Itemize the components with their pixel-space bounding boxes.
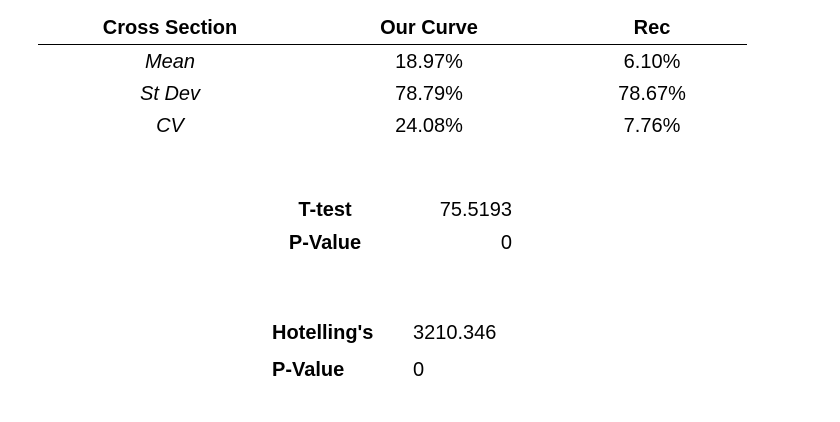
stat-value: 0 (500, 232, 512, 254)
stat-value: 75.5193 (439, 199, 512, 221)
cell: 78.67% (618, 83, 686, 105)
stat-value: 0 (413, 359, 425, 381)
cell: 24.08% (395, 115, 463, 137)
column-header: Cross Section (102, 17, 238, 39)
stat-label: P-Value (272, 359, 345, 381)
stat-label: P-Value (288, 232, 362, 254)
cell: 6.10% (623, 51, 681, 73)
row-label: CV (156, 115, 184, 137)
cell: 7.76% (623, 115, 681, 137)
column-header: Our Curve (380, 17, 478, 39)
header-rule (38, 44, 747, 45)
stat-label: T-test (298, 199, 352, 221)
row-label: Mean (144, 51, 196, 73)
cell: 78.79% (395, 83, 463, 105)
row-label: St Dev (139, 83, 201, 105)
cell: 18.97% (395, 51, 463, 73)
stat-value: 3210.346 (413, 322, 497, 344)
column-header: Rec (633, 17, 671, 39)
stat-label: Hotelling's (272, 322, 374, 344)
